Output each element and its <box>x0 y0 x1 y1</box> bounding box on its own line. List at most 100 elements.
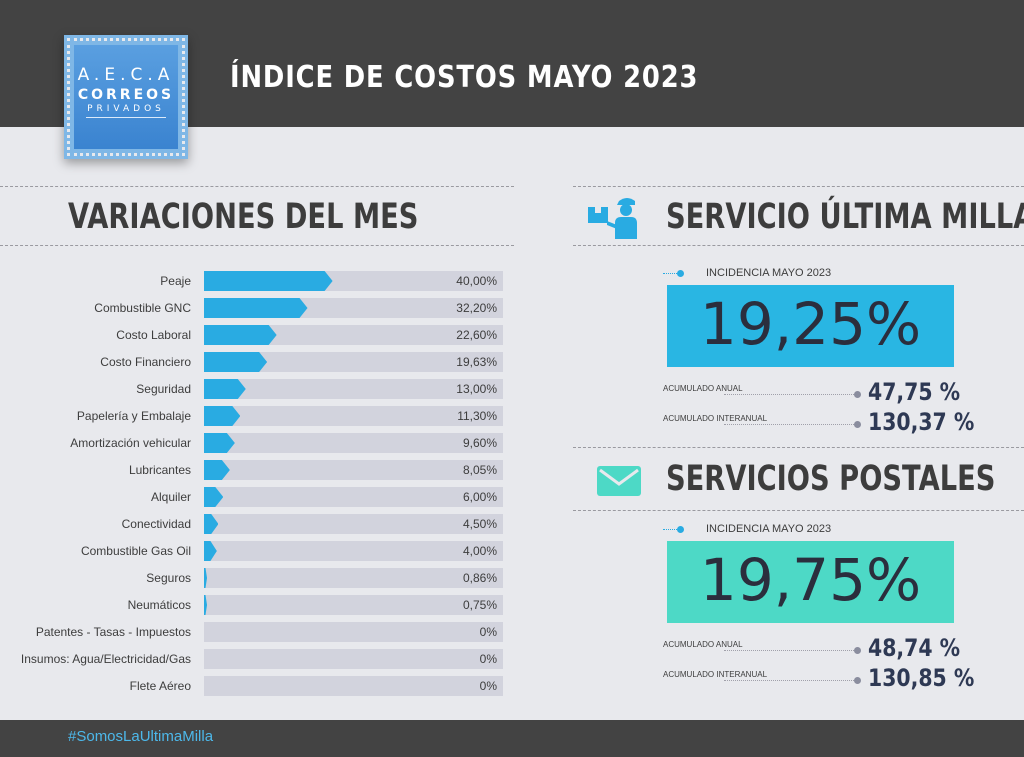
postales-acumulado-anual-line <box>724 650 854 651</box>
ultima-milla-top-divider <box>573 186 1024 187</box>
postales-acumulado-anual-dot <box>854 647 861 654</box>
bar-track-costo-laboral <box>204 325 503 345</box>
postales-incidencia-value: 19,75% <box>699 546 922 614</box>
bar-costo-laboral <box>204 325 277 345</box>
bar-label-insumos-agua-electricidad-gas: Insumos: Agua/Electricidad/Gas <box>20 652 191 666</box>
bar-track-alquiler <box>204 487 503 507</box>
acumulado-anual-dot <box>854 391 861 398</box>
left-section-title: VARIACIONES DEL MES <box>68 197 419 237</box>
footer: #SomosLaUltimaMilla <box>0 720 1024 757</box>
bar-label-conectividad: Conectividad <box>121 517 191 531</box>
bar-track-amortizacion-vehicular <box>204 433 503 453</box>
bar-peaje <box>204 271 333 291</box>
postales-acumulado-anual-label: ACUMULADO ANUAL <box>663 640 743 649</box>
acumulado-interanual-value: 130,37 % <box>868 408 975 436</box>
logo-inner: A.E.C.A CORREOS PRIVADOS <box>74 45 178 149</box>
bar-value-combustible-gnc: 32,20% <box>456 301 497 315</box>
postales-acumulado-interanual-dot <box>854 677 861 684</box>
logo-privados-text: PRIVADOS <box>87 104 165 114</box>
bar-value-papeleria-y-embalaje: 11,30% <box>457 409 497 423</box>
bar-conectividad <box>204 514 219 534</box>
acumulado-anual-value: 47,75 % <box>868 378 961 406</box>
bar-track-neumaticos <box>204 595 503 615</box>
bar-label-flete-aereo: Flete Aéreo <box>129 679 191 693</box>
bar-value-peaje: 40,00% <box>456 274 497 288</box>
bar-track-lubricantes <box>204 460 503 480</box>
bar-value-conectividad: 4,50% <box>462 517 497 531</box>
bar-value-seguros: 0,86% <box>462 571 497 585</box>
acumulado-anual-line <box>724 394 854 395</box>
left-top-divider <box>0 186 514 187</box>
bar-label-combustible-gas-oil: Combustible Gas Oil <box>80 544 191 558</box>
bar-value-patentes-tasas-impuestos: 0% <box>479 625 497 639</box>
incidencia-dotted-line <box>663 273 677 274</box>
postales-acumulado-interanual-label: ACUMULADO INTERANUAL <box>663 670 768 679</box>
postales-incidencia-label: INCIDENCIA MAYO 2023 <box>706 523 832 535</box>
bar-value-alquiler: 6,00% <box>462 490 497 504</box>
bar-label-patentes-tasas-impuestos: Patentes - Tasas - Impuestos <box>35 625 191 639</box>
bar-label-alquiler: Alquiler <box>150 490 191 504</box>
bar-label-lubricantes: Lubricantes <box>128 463 191 477</box>
acumulado-anual-label: ACUMULADO ANUAL <box>663 384 743 393</box>
bar-track-combustible-gas-oil <box>204 541 503 561</box>
ultima-milla-title: SERVICIO ÚLTIMA MILLA <box>666 197 1024 237</box>
hashtag-link[interactable]: #SomosLaUltimaMilla <box>68 728 214 745</box>
bar-costo-financiero <box>204 352 268 372</box>
bar-label-neumaticos: Neumáticos <box>127 598 191 612</box>
bar-neumaticos <box>204 595 207 615</box>
bar-value-neumaticos: 0,75% <box>462 598 497 612</box>
bar-label-costo-laboral: Costo Laboral <box>116 328 191 342</box>
bar-value-amortizacion-vehicular: 9,60% <box>462 436 497 450</box>
postales-incidencia-dot <box>677 526 684 533</box>
ultima-milla-bottom-divider <box>573 245 1024 246</box>
left-bottom-divider <box>0 245 514 246</box>
postales-acumulado-interanual-line <box>724 680 854 681</box>
bar-seguridad <box>204 379 246 399</box>
bar-value-costo-laboral: 22,60% <box>456 328 497 342</box>
bar-label-seguridad: Seguridad <box>136 382 191 396</box>
postales-incidencia-box: 19,75% <box>667 541 954 623</box>
incidencia-dot <box>677 270 684 277</box>
bar-label-papeleria-y-embalaje: Papelería y Embalaje <box>76 409 191 423</box>
bar-lubricantes <box>204 460 230 480</box>
incidencia-box: 19,25% <box>667 285 954 367</box>
bar-label-peaje: Peaje <box>160 274 191 288</box>
bar-track-insumos-agua-electricidad-gas <box>204 649 503 669</box>
aeca-logo: A.E.C.A CORREOS PRIVADOS <box>64 35 188 159</box>
bar-combustible-gas-oil <box>204 541 217 561</box>
bar-value-combustible-gas-oil: 4,00% <box>462 544 497 558</box>
postales-bottom-divider <box>573 510 1024 511</box>
acumulado-interanual-dot <box>854 421 861 428</box>
bar-label-seguros: Seguros <box>146 571 191 585</box>
bar-track-seguridad <box>204 379 503 399</box>
acumulado-interanual-line <box>724 424 854 425</box>
incidencia-value: 19,25% <box>699 290 922 358</box>
bar-track-conectividad <box>204 514 503 534</box>
bar-combustible-gnc <box>204 298 308 318</box>
logo-aeca-text: A.E.C.A <box>77 65 175 85</box>
postales-acumulado-anual-value: 48,74 % <box>868 634 961 662</box>
bar-value-seguridad: 13,00% <box>456 382 497 396</box>
incidencia-label: INCIDENCIA MAYO 2023 <box>706 267 832 279</box>
bar-alquiler <box>204 487 224 507</box>
bar-papeleria-y-embalaje <box>204 406 241 426</box>
acumulado-interanual-label: ACUMULADO INTERANUAL <box>663 414 768 423</box>
bar-value-insumos-agua-electricidad-gas: 0% <box>479 652 497 666</box>
postales-title: SERVICIOS POSTALES <box>666 459 996 499</box>
bar-track-patentes-tasas-impuestos <box>204 622 503 642</box>
logo-divider <box>86 117 166 118</box>
bar-seguros <box>204 568 207 588</box>
bar-label-costo-financiero: Costo Financiero <box>100 355 191 369</box>
bar-value-lubricantes: 8,05% <box>462 463 497 477</box>
postales-top-divider <box>573 447 1024 448</box>
page-title: ÍNDICE DE COSTOS MAYO 2023 <box>230 60 699 95</box>
bar-track-flete-aereo <box>204 676 503 696</box>
bar-value-flete-aereo: 0% <box>479 679 497 693</box>
bar-amortizacion-vehicular <box>204 433 235 453</box>
postales-incidencia-dotted-line <box>663 529 677 530</box>
bar-label-combustible-gnc: Combustible GNC <box>94 301 191 315</box>
postales-acumulado-interanual-value: 130,85 % <box>868 664 975 692</box>
bar-value-costo-financiero: 19,63% <box>456 355 497 369</box>
logo-correos-text: CORREOS <box>77 87 175 103</box>
bar-track-costo-financiero <box>204 352 503 372</box>
